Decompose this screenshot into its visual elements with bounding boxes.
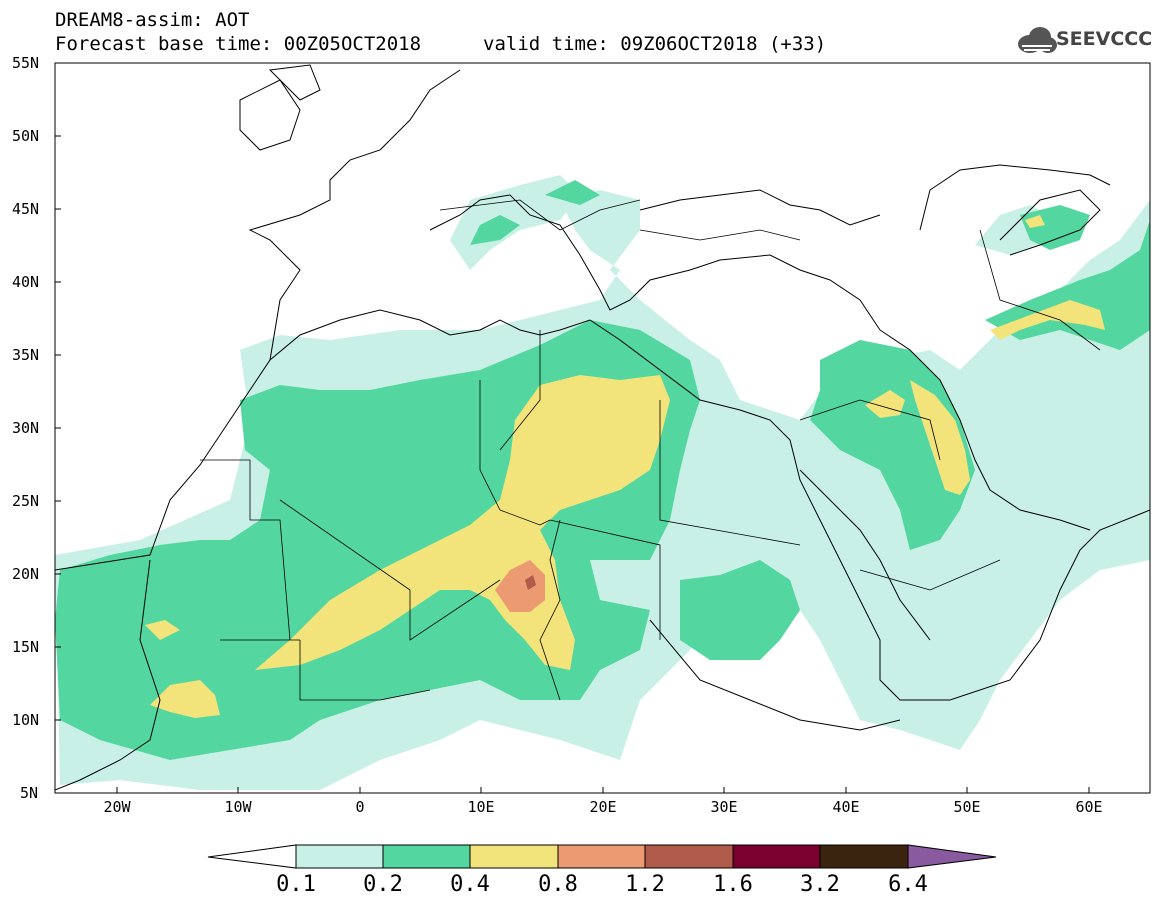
map-title: DREAM8-assim: AOT [55, 9, 250, 31]
lat-label: 20N [12, 565, 40, 583]
lat-label: 40N [12, 273, 40, 291]
lat-label: 25N [12, 492, 40, 510]
colorbar-label: 6.4 [888, 872, 928, 897]
colorbar-label: 1.6 [713, 872, 753, 897]
forecast-base-time: Forecast base time: 00Z05OCT2018 [55, 33, 422, 55]
lon-label: 30E [710, 798, 738, 816]
colorbar [207, 844, 997, 869]
seevccc-logo [1018, 27, 1057, 53]
colorbar-swatch-1.6 [732, 844, 821, 869]
country-borders [200, 199, 1101, 701]
colorbar-swatch-3.2 [819, 844, 909, 869]
colorbar-label: 0.2 [363, 872, 403, 897]
lat-label: 15N [12, 638, 40, 656]
lon-label: 20E [589, 798, 617, 816]
lon-label: 60E [1075, 798, 1103, 816]
colorbar-label: 0.8 [538, 872, 578, 897]
lat-label: 35N [12, 346, 40, 364]
aot-level-1.2 [525, 575, 536, 590]
lat-label: 5N [20, 784, 39, 802]
colorbar-swatch-0.2 [382, 844, 471, 869]
colorbar-label: 3.2 [800, 872, 840, 897]
lat-label: 55N [12, 54, 40, 72]
lat-label: 50N [12, 127, 40, 145]
lon-label: 10W [224, 798, 252, 816]
colorbar-label: 1.2 [625, 872, 665, 897]
lon-label: 0 [355, 798, 365, 816]
logo-text: SEEVCCC [1056, 28, 1153, 50]
colorbar-swatch-1.2 [644, 844, 734, 869]
lon-label: 20W [103, 798, 131, 816]
colorbar-swatch-0.1 [295, 844, 384, 869]
coastlines [55, 64, 1150, 791]
axis-ticks [55, 62, 1090, 793]
colorbar-low-arrow [207, 844, 297, 869]
lon-label: 40E [832, 798, 860, 816]
colorbar-label: 0.1 [276, 872, 316, 897]
lat-label: 30N [12, 419, 40, 437]
aot-field [55, 64, 1150, 791]
colorbar-swatch-0.4 [469, 844, 559, 869]
colorbar-swatch-0.8 [557, 844, 646, 869]
lat-label: 45N [12, 200, 40, 218]
valid-time: valid time: 09Z06OCT2018 (+33) [483, 33, 827, 55]
lat-label: 10N [12, 711, 40, 729]
lon-label: 10E [467, 798, 495, 816]
lon-label: 50E [953, 798, 981, 816]
cloud-icon [1018, 27, 1057, 53]
aot-level-0.4 [145, 215, 1105, 718]
aot-level-0.8 [495, 560, 545, 612]
colorbar-high-arrow [907, 844, 997, 869]
colorbar-label: 0.4 [450, 872, 490, 897]
